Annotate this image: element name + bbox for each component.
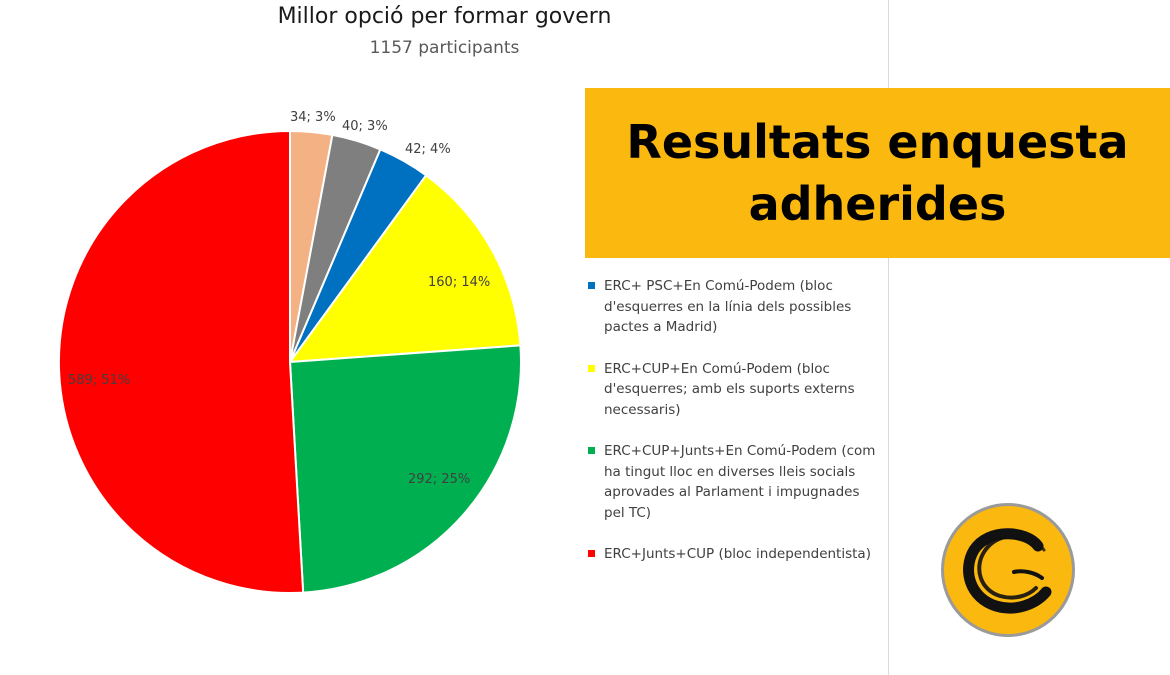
logo <box>941 503 1075 637</box>
slice-data-label-6: 589; 51% <box>68 373 130 388</box>
slice-data-label-3: 42; 4% <box>405 142 451 157</box>
legend-label: ERC+CUP+Junts+En Comú-Podem (com ha ting… <box>604 443 876 521</box>
brush-c-icon <box>963 528 1052 614</box>
chart-legend: ERC+ PSC+En Comú-Podem (bloc d'esquerres… <box>588 276 878 565</box>
pie-slice-4 <box>287 173 522 364</box>
slice-data-label-5: 292; 25% <box>408 472 470 487</box>
legend-label: ERC+Junts+CUP (bloc independentista) <box>604 546 871 562</box>
legend-swatch <box>588 364 595 372</box>
legend-swatch <box>588 447 595 454</box>
legend-swatch <box>588 282 595 289</box>
legend-swatch <box>588 550 595 557</box>
pie-slice-6 <box>57 129 305 594</box>
slice-data-label-1: 34; 3% <box>290 110 336 125</box>
legend-label: ERC+ PSC+En Comú-Podem (bloc d'esquerres… <box>604 278 852 335</box>
banner-title: Resultats enquesta adherides <box>626 114 1129 231</box>
slice-data-label-2: 40; 3% <box>342 119 388 134</box>
legend-item: ERC+CUP+En Comú-Podem (bloc d'esquerres;… <box>588 359 878 421</box>
pie-chart: 34; 3% 40; 3% 42; 4% 160; 14% 292; 25% 589; 5… <box>57 110 522 594</box>
chart-subtitle: 1157 participants <box>369 38 520 58</box>
legend-label: ERC+CUP+En Comú-Podem (bloc d'esquerres;… <box>604 360 855 418</box>
pie-slice-5 <box>288 344 522 594</box>
legend-item: ERC+ PSC+En Comú-Podem (bloc d'esquerres… <box>588 276 878 338</box>
slice-data-label-4: 160; 14% <box>428 275 490 290</box>
banner: Resultats enquesta adherides <box>585 88 1170 258</box>
legend-item: ERC+CUP+Junts+En Comú-Podem (com ha ting… <box>588 441 878 523</box>
chart-title: Millor opció per formar govern <box>277 4 612 29</box>
legend-item: ERC+Junts+CUP (bloc independentista) <box>588 544 878 565</box>
